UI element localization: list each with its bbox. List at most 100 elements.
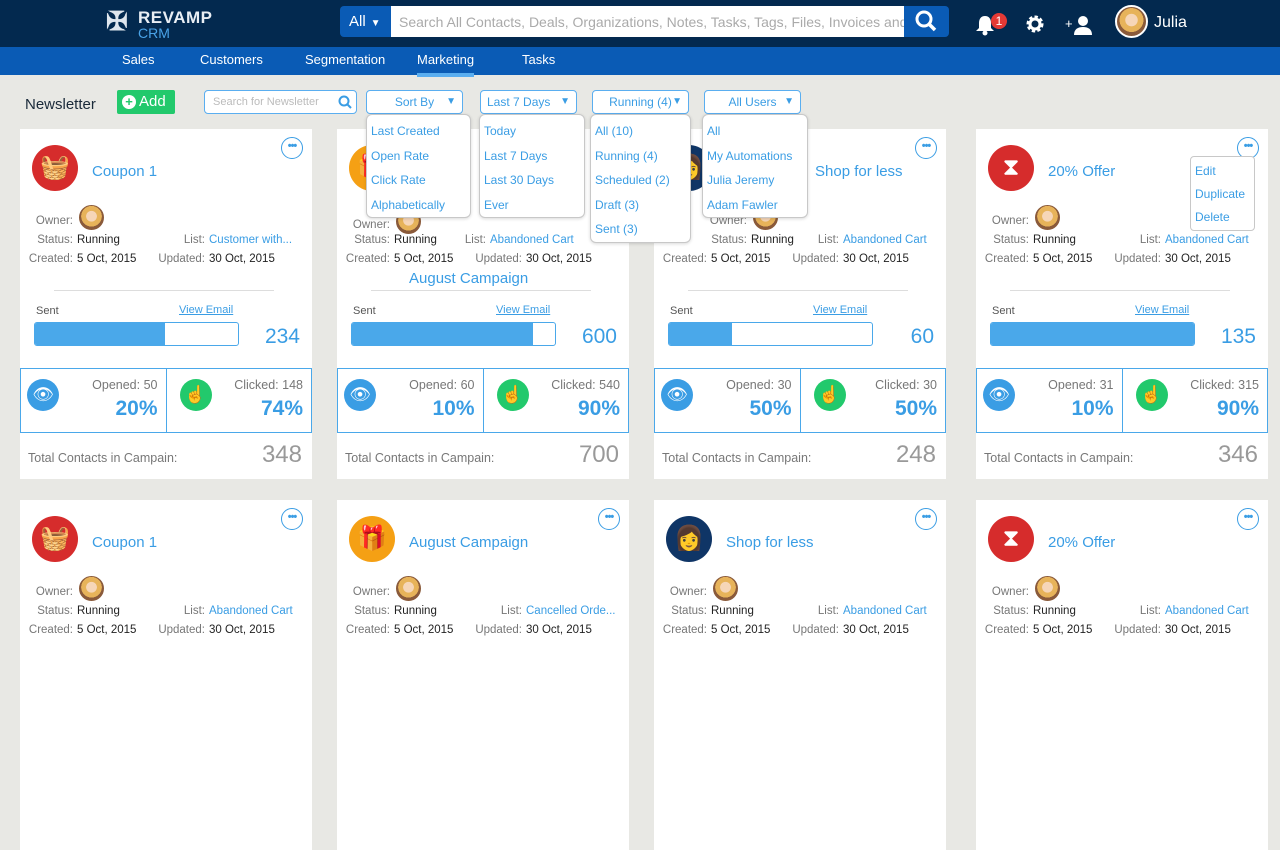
list-link[interactable]: Abandoned Cart <box>1165 234 1249 246</box>
period-dropdown[interactable]: Last 7 Days ▼ <box>480 90 577 114</box>
menu-item-edit[interactable]: Edit <box>1195 164 1216 178</box>
global-search-input[interactable] <box>391 6 904 37</box>
more-options-icon[interactable]: ••• <box>915 137 937 159</box>
add-user-icon[interactable]: + <box>1065 14 1093 36</box>
search-scope-dropdown[interactable]: All ▼ <box>340 6 391 37</box>
menu-option[interactable]: All (10) <box>595 124 634 138</box>
sent-label: Sent <box>36 305 59 317</box>
menu-option[interactable]: Draft (3) <box>595 197 640 212</box>
list-link[interactable]: Abandoned Cart <box>209 605 293 617</box>
more-options-icon[interactable]: ••• <box>281 137 303 159</box>
opened-label-text: Opened: <box>1048 378 1097 392</box>
opened-stat: 👁 Opened: 60 10% <box>338 369 483 432</box>
more-options-icon[interactable]: ••• <box>915 508 937 530</box>
sent-progress-bar <box>990 322 1195 346</box>
view-email-link[interactable]: View Email <box>496 304 551 316</box>
view-email-link[interactable]: View Email <box>179 304 234 316</box>
more-options-icon[interactable]: ••• <box>281 508 303 530</box>
nav-marketing[interactable]: Marketing <box>417 52 475 77</box>
menu-option[interactable]: Ever <box>484 197 509 212</box>
menu-option[interactable]: My Automations <box>707 148 793 163</box>
nav-sales[interactable]: Sales <box>122 52 155 67</box>
user-avatar[interactable] <box>1115 5 1148 38</box>
more-options-icon[interactable]: ••• <box>1237 508 1259 530</box>
sort-by-dropdown[interactable]: Sort By ▼ <box>366 90 463 114</box>
opened-rate: 10% <box>1071 397 1114 420</box>
nav-segmentation[interactable]: Segmentation <box>305 52 386 67</box>
menu-option[interactable]: Julia Jeremy <box>707 173 775 187</box>
menu-item-delete[interactable]: Delete <box>1195 210 1230 224</box>
gear-icon[interactable] <box>1025 14 1045 34</box>
card-title[interactable]: August Campaign <box>409 534 529 551</box>
total-contacts-value: 348 <box>261 441 302 468</box>
card-title[interactable]: 20% Offer <box>1048 534 1116 551</box>
bell-icon[interactable] <box>975 14 995 36</box>
logo[interactable]: ✠ REVAMP CRM <box>106 6 226 41</box>
clicked-label: Clicked: 148 <box>234 378 303 392</box>
clicked-rate: 50% <box>894 397 937 420</box>
created-value: 5 Oct, 2015 <box>711 253 771 265</box>
card-title[interactable]: Shop for less <box>726 534 814 551</box>
list-link[interactable]: Abandoned Cart <box>843 234 927 246</box>
nav-tasks[interactable]: Tasks <box>522 52 556 67</box>
card-title[interactable]: Shop for less <box>815 163 903 180</box>
menu-option[interactable]: Open Rate <box>371 148 430 163</box>
menu-option[interactable]: Last 30 Days <box>484 173 555 187</box>
status-label: Status: <box>354 234 390 246</box>
eye-icon: 👁 <box>661 379 693 411</box>
view-email-link[interactable]: View Email <box>1135 304 1190 316</box>
users-dropdown[interactable]: All Users ▼ <box>704 90 801 114</box>
opened-rate: 10% <box>432 397 475 420</box>
clicked-stat: ☝ Clicked: 148 74% <box>165 369 312 432</box>
list-link[interactable]: Cancelled Orde... <box>526 605 616 617</box>
svg-text:+: + <box>1065 16 1073 31</box>
menu-option[interactable]: Scheduled (2) <box>595 173 670 187</box>
menu-option[interactable]: Sent (3) <box>595 222 638 236</box>
menu-option[interactable]: Running (4) <box>595 148 658 163</box>
owner-label: Owner: <box>991 215 1029 227</box>
list-link[interactable]: Abandoned Cart <box>1165 605 1249 617</box>
divider <box>371 290 591 291</box>
more-options-icon[interactable]: ••• <box>598 508 620 530</box>
created-label: Created: <box>984 253 1029 265</box>
status-value: Running <box>394 234 437 246</box>
nav-customers[interactable]: Customers <box>200 52 263 67</box>
hourglass-icon: ⧗ <box>988 516 1034 562</box>
newsletter-search-input[interactable]: Search for Newsletter <box>204 90 357 114</box>
list-link[interactable]: Abandoned Cart <box>843 605 927 617</box>
menu-option[interactable]: Today <box>484 124 517 138</box>
status-value: Running <box>77 234 120 246</box>
status-value: Running <box>394 605 437 617</box>
list-link[interactable]: Customer with... <box>209 234 293 246</box>
opened-count: 30 <box>777 378 792 392</box>
card-title[interactable]: Coupon 1 <box>92 163 158 180</box>
card-title[interactable]: August Campaign <box>409 270 529 287</box>
menu-option[interactable]: Adam Fawler <box>707 197 778 212</box>
menu-option[interactable]: All <box>707 124 721 138</box>
menu-option[interactable]: Click Rate <box>371 173 426 187</box>
opened-label-text: Opened: <box>726 378 775 392</box>
search-button[interactable] <box>904 6 949 37</box>
sent-label: Sent <box>353 305 376 317</box>
notification-badge: 1 <box>991 13 1007 29</box>
logo-mark-icon: ✠ <box>106 6 128 36</box>
menu-option[interactable]: Last 7 Days <box>484 148 548 163</box>
clicked-label: Clicked: 315 <box>1190 378 1259 392</box>
status-dropdown[interactable]: Running (4) ▼ <box>592 90 689 114</box>
card-actions-menu: Edit Duplicate Delete <box>1190 156 1255 231</box>
newsletter-card: 👩 Shop for less ••• Owner: Status: Runni… <box>654 500 946 850</box>
opened-label: Opened: 30 <box>726 378 791 392</box>
menu-item-duplicate[interactable]: Duplicate <box>1195 187 1246 201</box>
view-email-link[interactable]: View Email <box>813 304 868 316</box>
card-title[interactable]: Coupon 1 <box>92 534 158 551</box>
total-contacts-label: Total Contacts in Campain: <box>662 451 812 465</box>
add-button[interactable]: + Add <box>117 90 175 114</box>
clicked-count: 148 <box>282 378 303 392</box>
stats-box: 👁 Opened: 30 50% ☝ Clicked: 30 50% <box>654 368 946 433</box>
created-label: Created: <box>662 253 707 265</box>
user-name[interactable]: Julia <box>1154 14 1187 31</box>
card-title[interactable]: 20% Offer <box>1048 163 1116 180</box>
list-link[interactable]: Abandoned Cart <box>490 234 574 246</box>
menu-option[interactable]: Last Created <box>371 124 440 138</box>
menu-option[interactable]: Alphabetically <box>371 197 446 212</box>
